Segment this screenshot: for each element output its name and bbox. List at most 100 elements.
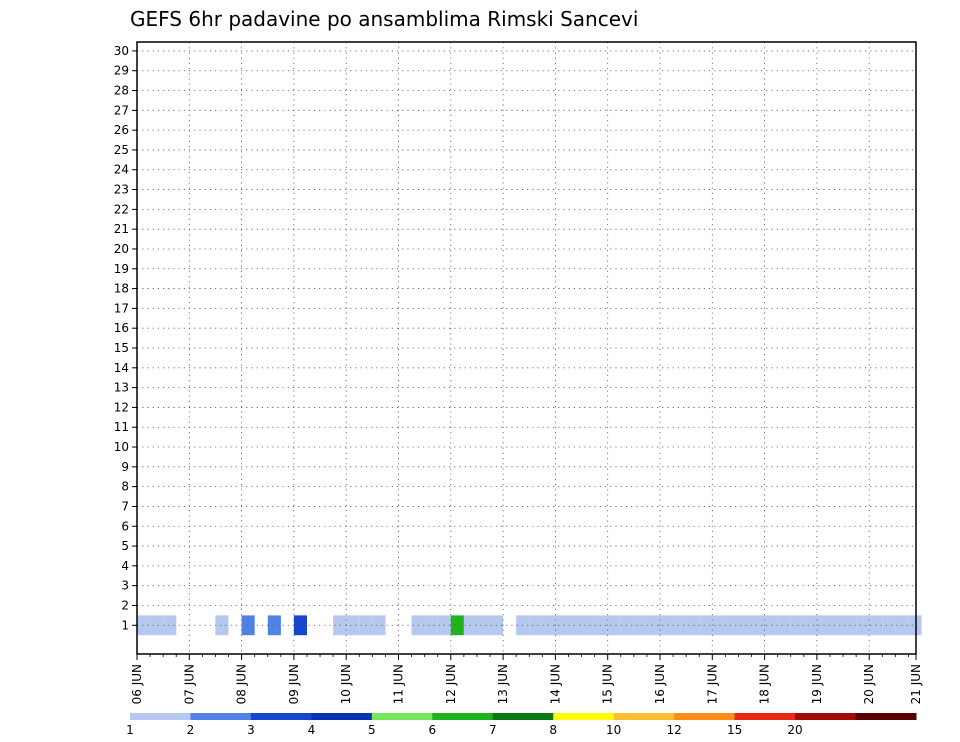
heatmap-cell [751, 615, 765, 636]
y-tick-label: 8 [121, 480, 129, 494]
y-tick-label: 7 [121, 499, 129, 513]
colorbar-label: 12 [667, 723, 682, 737]
y-tick-label: 29 [114, 64, 129, 78]
y-tick-label: 11 [114, 420, 129, 434]
y-tick-label: 26 [114, 123, 129, 137]
chart-title: GEFS 6hr padavine po ansamblima Rimski S… [130, 7, 638, 31]
colorbar-label: 15 [727, 723, 742, 737]
heatmap-cells [137, 615, 922, 636]
y-tick-label: 17 [114, 301, 129, 315]
y-tick-label: 22 [114, 202, 129, 216]
x-axis: 06 JUN 07 JUN 08 JUN 09 JUN 10 JUN 11 JUN 12 J… [130, 654, 923, 704]
y-tick-label: 25 [114, 143, 129, 157]
heatmap-cell [346, 615, 360, 636]
y-tick-label: 15 [114, 341, 129, 355]
colorbar-label: 7 [489, 723, 497, 737]
colorbar-segment [553, 713, 615, 720]
y-tick-label: 18 [114, 282, 129, 296]
heatmap-cell [856, 615, 870, 636]
heatmap-cell [555, 615, 569, 636]
colorbar-label: 8 [549, 723, 557, 737]
x-tick-label: 15 JUN [601, 664, 615, 704]
colorbar-label: 5 [368, 723, 376, 737]
colorbar-segment [371, 713, 433, 720]
colorbar-label: 10 [606, 723, 621, 737]
heatmap-cell [241, 615, 255, 636]
x-tick-label: 09 JUN [287, 664, 301, 704]
y-tick-label: 23 [114, 183, 129, 197]
heatmap-cell [594, 615, 608, 636]
heatmap-cell [790, 615, 804, 636]
y-axis: 1234567891011121314151617181920212223242… [114, 44, 137, 632]
heatmap-cell [764, 615, 778, 636]
heatmap-cell [712, 615, 726, 636]
x-tick-label: 16 JUN [653, 664, 667, 704]
heatmap-cell [738, 615, 752, 636]
x-tick-label: 21 JUN [909, 664, 923, 704]
colorbar-segment [130, 713, 191, 720]
x-tick-label: 14 JUN [548, 664, 562, 704]
y-tick-label: 13 [114, 381, 129, 395]
heatmap-cell [476, 615, 490, 636]
heatmap-cell [633, 615, 647, 636]
y-tick-label: 10 [114, 440, 129, 454]
x-tick-label: 20 JUN [862, 664, 876, 704]
y-tick-label: 1 [121, 618, 129, 632]
y-tick-label: 9 [121, 460, 129, 474]
heatmap-cell [215, 615, 229, 636]
colorbar-segment [674, 713, 736, 720]
colorbar-segment [190, 713, 252, 720]
heatmap-cell [163, 615, 177, 636]
y-tick-label: 20 [114, 242, 129, 256]
heatmap-cell [529, 615, 543, 636]
heatmap-cell [607, 615, 621, 636]
heatmap-cell [450, 615, 464, 636]
x-tick-label: 12 JUN [444, 664, 458, 704]
heatmap-cell [267, 615, 281, 636]
heatmap-cell [725, 615, 739, 636]
y-tick-label: 6 [121, 519, 129, 533]
x-tick-label: 19 JUN [810, 664, 824, 704]
x-tick-label: 11 JUN [392, 664, 406, 704]
colorbar-segment [613, 713, 675, 720]
colorbar-label: 20 [787, 723, 802, 737]
grid-lines [137, 42, 916, 654]
heatmap-cell [372, 615, 386, 636]
x-tick-label: 13 JUN [496, 664, 510, 704]
x-tick-label: 08 JUN [235, 664, 249, 704]
colorbar-segment [311, 713, 373, 720]
y-tick-label: 16 [114, 321, 129, 335]
heatmap-cell [882, 615, 896, 636]
y-tick-label: 5 [121, 539, 129, 553]
heatmap-cell [830, 615, 844, 636]
heatmap-cell [660, 615, 674, 636]
heatmap-cell [686, 615, 700, 636]
y-tick-label: 2 [121, 598, 129, 612]
plot-frame [136, 41, 917, 655]
heatmap-cell [293, 615, 307, 636]
y-tick-label: 14 [114, 361, 129, 375]
heatmap-cell [777, 615, 791, 636]
x-tick-label: 18 JUN [758, 664, 772, 704]
heatmap-cell [424, 615, 438, 636]
y-tick-label: 28 [114, 84, 129, 98]
colorbar-segment [432, 713, 494, 720]
y-tick-label: 30 [114, 44, 129, 58]
y-tick-label: 3 [121, 579, 129, 593]
y-tick-label: 21 [114, 222, 129, 236]
colorbar-segment [855, 713, 917, 720]
heatmap-cell [333, 615, 347, 636]
heatmap-cell [803, 615, 817, 636]
colorbar-segment [795, 713, 857, 720]
heatmap-cell [699, 615, 713, 636]
y-tick-label: 12 [114, 400, 129, 414]
heatmap-cell [581, 615, 595, 636]
colorbar-segment [250, 713, 312, 720]
y-tick-label: 24 [114, 163, 129, 177]
colorbar-label: 6 [428, 723, 436, 737]
x-tick-label: 06 JUN [130, 664, 144, 704]
heatmap-cell [620, 615, 634, 636]
colorbar-legend: 1 2 3 4 5 6 7 8 10 12 15 20 [126, 713, 917, 737]
colorbar-segment [492, 713, 554, 720]
